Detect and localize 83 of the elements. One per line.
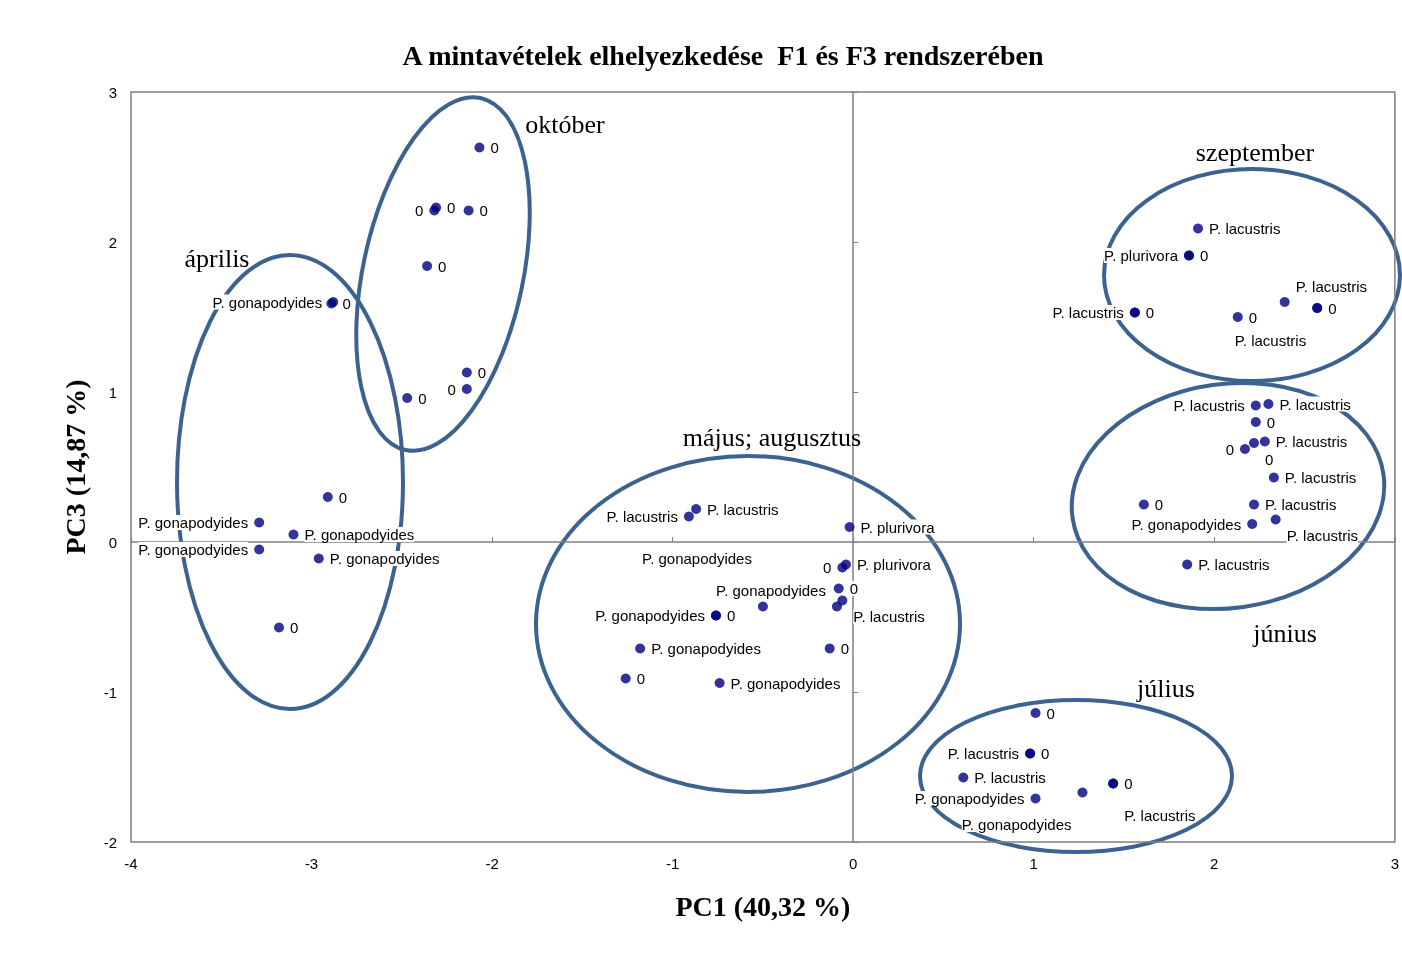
annotation: P. lacustris: [853, 608, 925, 625]
annotation: 0: [726, 607, 736, 624]
annotation: P. lacustris: [1198, 556, 1270, 573]
annotation: 0: [1041, 745, 1050, 762]
annotation: P. gonapodyides: [138, 514, 249, 531]
annotation: július: [1136, 673, 1195, 703]
y-tick-label: -1: [103, 683, 117, 701]
annotation: P. lacustris: [1279, 395, 1351, 413]
annotation: P. lacustris: [707, 500, 779, 518]
x-tick-label: 1: [1029, 855, 1038, 872]
annotation: P. lacustris: [606, 508, 678, 525]
annotation: 0: [1225, 440, 1234, 458]
annotation: P. lacustris: [1173, 397, 1245, 414]
annotation: 0: [447, 380, 456, 398]
annotation: 0: [338, 488, 348, 506]
annotation: P. gonapodyides: [1131, 515, 1242, 533]
annotation: P. lacustris: [1052, 304, 1124, 321]
annotation: P. gonapodyides: [138, 541, 249, 558]
x-tick-label: -4: [124, 855, 138, 872]
annotation: P. lacustris: [1275, 433, 1348, 450]
annotation: P. gonapodyides: [304, 526, 415, 543]
annotation: 0: [1200, 247, 1209, 264]
x-tick-label: 2: [1210, 855, 1219, 872]
annotation: 0: [438, 257, 447, 275]
annotation: P. lacustris: [947, 745, 1020, 762]
y-tick-label: 0: [108, 533, 117, 551]
annotation: június: [1252, 618, 1317, 648]
annotation: P. gonapodyides: [914, 790, 1025, 807]
chart-title: A mintavételek elhelyezkedése F1 és F3 rendszerében: [402, 39, 1044, 71]
annotation: P. gonapodyides: [716, 582, 826, 599]
annotation: P. lacustris: [1265, 496, 1337, 513]
annotation: P. plurivora: [856, 556, 932, 573]
y-tick-label: -2: [103, 833, 117, 851]
annotation: P. lacustris: [1209, 220, 1281, 237]
x-tick-label: -3: [304, 855, 319, 872]
annotation: P. gonapodyides: [595, 607, 705, 624]
annotation: 0: [418, 389, 427, 407]
annotation: P. gonapodyides: [961, 816, 1072, 833]
annotation: szeptember: [1195, 137, 1315, 167]
annotation: 0: [1124, 775, 1133, 792]
annotation: P. lacustris: [1234, 331, 1307, 349]
annotation: P. gonapodyides: [730, 674, 841, 692]
annotation: 0: [290, 619, 299, 636]
y-tick-label: 3: [108, 83, 117, 101]
annotation: május; augusztus: [682, 422, 862, 452]
annotation: 0: [840, 640, 850, 657]
annotation: 0: [1266, 413, 1276, 431]
annotation: P. gonapodyides: [329, 550, 440, 567]
annotation: 0: [1248, 308, 1258, 326]
annotation: P. plurivora: [860, 518, 936, 536]
annotation: 0: [447, 199, 456, 216]
annotation: 0: [1265, 450, 1274, 468]
x-tick-label: -1: [665, 855, 680, 872]
y-tick-label: 1: [108, 383, 117, 401]
annotation: 0: [414, 202, 424, 219]
x-tick-label: 0: [849, 855, 858, 872]
annotation: P. plurivora: [1104, 247, 1179, 264]
annotation: 0: [1328, 299, 1337, 317]
x-tick-label: 3: [1390, 855, 1399, 872]
annotation: 0: [479, 202, 488, 219]
annotation: P. lacustris: [1295, 277, 1368, 295]
annotation: április: [184, 243, 250, 273]
x-axis-title: PC1 (40,32 %): [675, 890, 851, 922]
annotation: P. gonapodyides: [651, 640, 761, 657]
annotation: 0: [823, 559, 832, 576]
annotation: P. gonapodyides: [642, 550, 752, 567]
y-axis-title: PC3 (14,87 %): [59, 379, 91, 555]
annotation: 0: [490, 139, 499, 156]
annotation: P. lacustris: [1124, 807, 1196, 824]
annotation: P. lacustris: [1284, 469, 1357, 486]
y-tick-label: 2: [108, 233, 117, 251]
annotation: 0: [1154, 496, 1164, 513]
x-tick-label: -2: [485, 855, 499, 872]
annotation: P. gonapodyides: [212, 293, 323, 311]
annotation: P. lacustris: [1286, 527, 1359, 544]
annotation: 0: [1145, 304, 1155, 321]
annotation: 0: [342, 295, 351, 312]
annotation: 0: [636, 670, 646, 687]
annotation: P. lacustris: [974, 769, 1046, 786]
annotation: október: [525, 109, 606, 139]
annotation: 0: [477, 364, 487, 381]
annotation: 0: [1046, 704, 1055, 722]
annotation: 0: [849, 580, 859, 597]
